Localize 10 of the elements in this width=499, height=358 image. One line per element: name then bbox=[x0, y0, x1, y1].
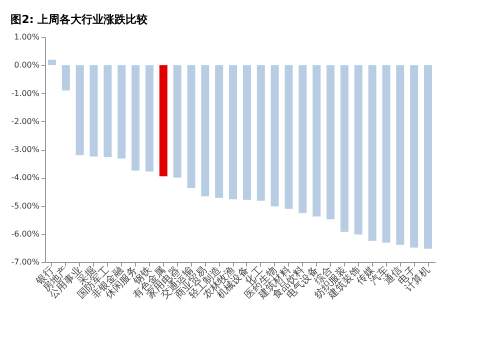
chart-title: 图2: 上周各大行业涨跌比较 bbox=[10, 13, 149, 26]
y-tick-label: -2.00% bbox=[11, 116, 40, 126]
y-tick-label: -1.00% bbox=[11, 88, 40, 98]
y-tick-label: 1.00% bbox=[14, 32, 40, 42]
y-tick-label: 0.00% bbox=[14, 60, 40, 70]
y-tick-label: -3.00% bbox=[11, 145, 40, 154]
y-tick-label: -7.00% bbox=[11, 258, 40, 266]
y-tick-label: -6.00% bbox=[11, 229, 40, 238]
y-tick-label: -5.00% bbox=[11, 201, 40, 210]
y-tick-label: -4.00% bbox=[11, 173, 40, 182]
